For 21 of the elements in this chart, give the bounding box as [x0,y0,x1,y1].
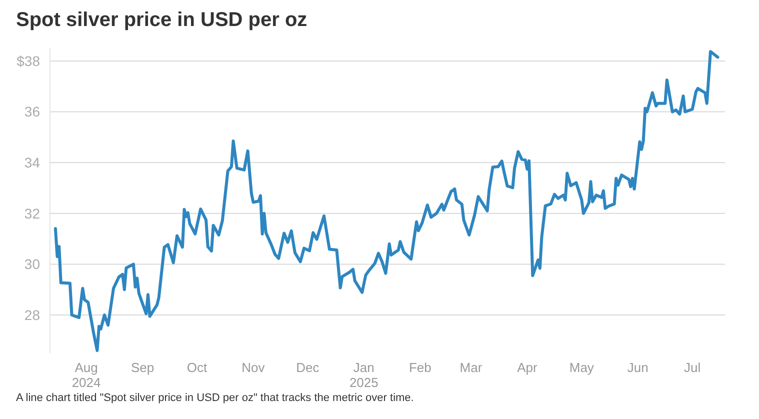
x-tick-label: Feb [408,360,432,375]
x-tick-label: Nov [242,360,266,375]
x-tick-label: Aug 2024 [72,360,101,390]
y-tick-label: $38 [16,52,40,69]
x-tick-label: Mar [460,360,483,375]
text: A line chart titled "Spot silver price in USD per oz" that tracks the metric over time. [16,392,414,404]
x-tick-label: Apr [517,360,538,375]
y-tick-label: 28 [24,306,40,323]
line-series [54,50,720,352]
chart-title: Spot silver price in USD per oz [16,9,308,31]
y-tick-label: 32 [24,205,40,222]
x-tick-label: Sep [130,360,154,375]
x-tick-label: Oct [186,360,208,375]
y-tick-label: 34 [24,154,40,170]
x-tick-label: Jan 2025 [349,360,378,390]
y-tick-label: 30 [24,256,40,272]
x-tick-label: Dec [296,360,320,375]
x-tick-label: Jul [684,360,701,375]
x-tick-label: Jun [627,360,648,375]
x-tick-label: May [569,360,594,375]
y-tick-label: 36 [24,104,40,120]
